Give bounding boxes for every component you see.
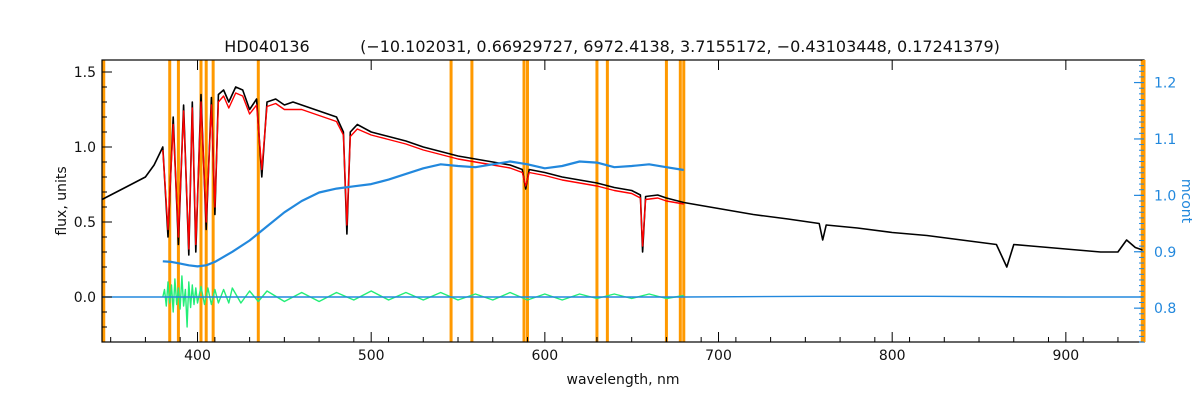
y-tick-label: 1.5 bbox=[74, 65, 96, 81]
y-axis-title: flux, units bbox=[54, 166, 70, 235]
y2-tick-label: 1.2 bbox=[1154, 76, 1176, 92]
x-axis-title: wavelength, nm bbox=[567, 372, 680, 388]
x-axis: 400 500 600 700 800 900 bbox=[110, 60, 1119, 364]
x-tick-label: 800 bbox=[879, 348, 906, 364]
y-axis: 0.0 0.5 1.0 1.5 bbox=[74, 65, 112, 328]
x-tick-label: 600 bbox=[531, 348, 558, 364]
chart-title-params: (−10.102031, 0.66929727, 6972.4138, 3.71… bbox=[360, 37, 1000, 56]
series-residual bbox=[162, 275, 684, 328]
y2-tick-label: 0.8 bbox=[1154, 301, 1176, 317]
y2-tick-label: 1.0 bbox=[1154, 188, 1176, 204]
x-tick-label: 500 bbox=[358, 348, 385, 364]
y-tick-label: 0.0 bbox=[74, 290, 96, 306]
series-residual-flat bbox=[102, 295, 1144, 298]
y2-tick-label: 1.1 bbox=[1154, 132, 1176, 148]
series-mcont bbox=[162, 160, 684, 268]
y-tick-label: 0.5 bbox=[74, 215, 96, 231]
series-model bbox=[162, 92, 684, 250]
y2-axis: 0.8 0.9 1.0 1.1 1.2 bbox=[1134, 60, 1176, 343]
y2-tick-label: 0.9 bbox=[1154, 245, 1176, 261]
y-tick-label: 1.0 bbox=[74, 140, 96, 156]
x-tick-label: 700 bbox=[705, 348, 732, 364]
chart-title-object: HD040136 bbox=[224, 37, 309, 56]
y2-axis-title: mcont bbox=[1178, 179, 1194, 224]
series-layer bbox=[101, 86, 1145, 328]
x-tick-label: 400 bbox=[184, 348, 211, 364]
x-tick-label: 900 bbox=[1052, 348, 1079, 364]
